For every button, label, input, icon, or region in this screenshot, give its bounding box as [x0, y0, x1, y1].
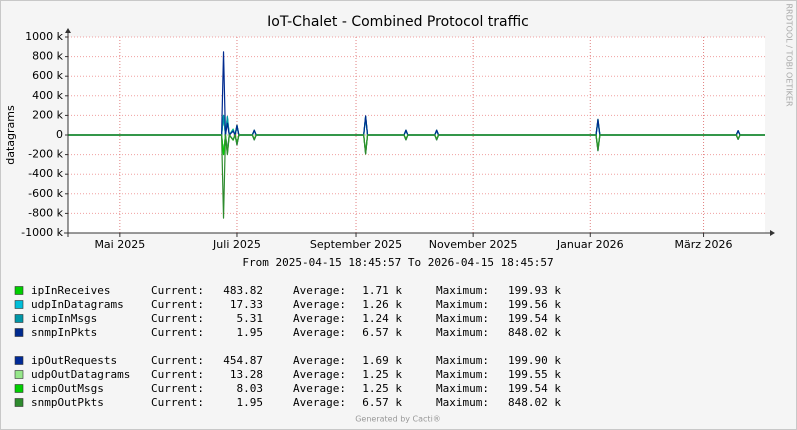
y-tick-label: 600 k	[32, 69, 63, 82]
maximum-label: Maximum:	[436, 298, 489, 311]
current-label: Current:	[151, 298, 204, 311]
legend-swatch	[14, 384, 24, 393]
legend: ipInReceives Current: 483.82 Average: 1.71 k…	[14, 284, 561, 409]
maximum-value: 199.56 k	[508, 298, 561, 311]
maximum-label: Maximum:	[436, 382, 489, 395]
current-label: Current:	[151, 326, 204, 339]
series-lines	[68, 51, 765, 219]
legend-name: snmpInPkts	[31, 326, 97, 339]
maximum-value: 848.02 k	[508, 396, 561, 409]
average-label: Average:	[293, 354, 346, 367]
average-value: 6.57 k	[362, 396, 402, 409]
maximum-label: Maximum:	[436, 312, 489, 325]
y-tick-label: -1000 k	[21, 226, 63, 239]
legend-name: icmpInMsgs	[31, 312, 97, 325]
x-tick-label: März 2026	[675, 238, 733, 251]
current-value: 454.87	[223, 354, 263, 367]
x-axis-arrow	[770, 230, 775, 236]
y-axis-label: datagrams	[4, 105, 17, 165]
average-value: 1.24 k	[362, 312, 402, 325]
average-label: Average:	[293, 312, 346, 325]
range-text: From 2025-04-15 18:45:57 To 2026-04-15 1…	[242, 256, 553, 269]
average-value: 1.25 k	[362, 382, 402, 395]
series-line	[68, 134, 765, 219]
y-tick-label: -800 k	[28, 206, 63, 219]
x-tick-label: September 2025	[310, 238, 402, 251]
footer: Generated by Cacti®	[355, 415, 441, 424]
current-value: 1.95	[237, 326, 264, 339]
y-tick-label: 400 k	[32, 89, 63, 102]
x-tick-label: Januar 2026	[556, 238, 624, 251]
current-value: 17.33	[230, 298, 263, 311]
maximum-value: 199.55 k	[508, 368, 561, 381]
average-label: Average:	[293, 382, 346, 395]
current-label: Current:	[151, 396, 204, 409]
maximum-value: 848.02 k	[508, 326, 561, 339]
y-tick-label: 0	[56, 128, 63, 141]
axes	[64, 28, 775, 237]
y-tick-label: 800 k	[32, 50, 63, 63]
average-label: Average:	[293, 368, 346, 381]
chart-title: IoT-Chalet - Combined Protocol traffic	[267, 14, 529, 30]
maximum-label: Maximum:	[436, 354, 489, 367]
legend-name: snmpOutPkts	[31, 396, 104, 409]
legend-name: ipOutRequests	[31, 354, 117, 367]
legend-name: udpInDatagrams	[31, 298, 124, 311]
y-tick-label: 1000 k	[25, 30, 63, 43]
legend-swatch	[14, 286, 24, 295]
average-label: Average:	[293, 298, 346, 311]
maximum-value: 199.54 k	[508, 312, 561, 325]
average-label: Average:	[293, 326, 346, 339]
current-value: 5.31	[237, 312, 264, 325]
legend-swatch	[14, 370, 24, 379]
series-line	[68, 51, 765, 136]
maximum-value: 199.90 k	[508, 354, 561, 367]
y-tick-label: -400 k	[28, 167, 63, 180]
maximum-label: Maximum:	[436, 326, 489, 339]
current-label: Current:	[151, 368, 204, 381]
legend-swatch	[14, 356, 24, 365]
y-tick-label: -600 k	[28, 187, 63, 200]
maximum-label: Maximum:	[436, 284, 489, 297]
maximum-label: Maximum:	[436, 368, 489, 381]
current-label: Current:	[151, 284, 204, 297]
legend-name: udpOutDatagrams	[31, 368, 130, 381]
maximum-label: Maximum:	[436, 396, 489, 409]
average-value: 1.69 k	[362, 354, 402, 367]
current-label: Current:	[151, 312, 204, 325]
average-value: 1.26 k	[362, 298, 402, 311]
legend-swatch	[14, 314, 24, 323]
average-label: Average:	[293, 396, 346, 409]
current-value: 8.03	[237, 382, 264, 395]
average-value: 1.25 k	[362, 368, 402, 381]
current-label: Current:	[151, 354, 204, 367]
y-tick-label: 200 k	[32, 108, 63, 121]
legend-swatch	[14, 328, 24, 337]
average-value: 1.71 k	[362, 284, 402, 297]
legend-name: ipInReceives	[31, 284, 110, 297]
y-axis-arrow	[65, 28, 71, 33]
current-value: 1.95	[237, 396, 264, 409]
legend-swatch	[14, 398, 24, 407]
current-label: Current:	[151, 382, 204, 395]
current-value: 483.82	[223, 284, 263, 297]
x-tick-label: November 2025	[429, 238, 518, 251]
maximum-value: 199.54 k	[508, 382, 561, 395]
average-label: Average:	[293, 284, 346, 297]
average-value: 6.57 k	[362, 326, 402, 339]
legend-swatch	[14, 300, 24, 309]
y-tick-label: -200 k	[28, 148, 63, 161]
side-label: RRDTOOL / TOBI OETIKER	[785, 3, 794, 106]
current-value: 13.28	[230, 368, 263, 381]
x-tick-label: Mai 2025	[94, 238, 145, 251]
x-tick-label: Juli 2025	[212, 238, 261, 251]
legend-name: icmpOutMsgs	[31, 382, 104, 395]
maximum-value: 199.93 k	[508, 284, 561, 297]
